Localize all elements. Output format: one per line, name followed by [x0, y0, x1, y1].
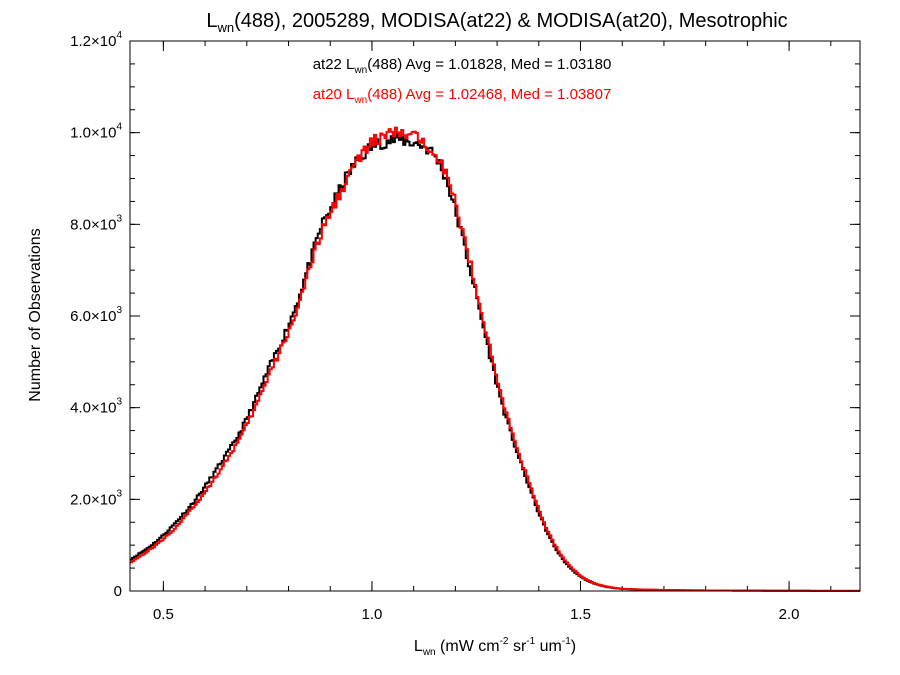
plot-area: 0.5 1.0 1.5 2.002.0×1034.0×1036.0×1038.0×10…	[70, 30, 861, 623]
y-tick-label-exponent: 4	[116, 122, 122, 133]
annotation-at20: at20 Lwn(488) Avg = 1.02468, Med = 1.038…	[313, 86, 612, 106]
annotation-at20-pre: at20 L	[313, 86, 355, 103]
plot-frame-overlay	[129, 40, 861, 592]
y-tick-label: 1.0×104	[70, 122, 122, 142]
y-tick-label-exponent: 3	[116, 488, 122, 499]
y-tick-label-mantissa: 4.0×10	[70, 400, 116, 417]
y-tick-label-exponent: 3	[116, 305, 122, 316]
y-tick-label-mantissa: 1.0×10	[70, 125, 116, 142]
series-line-at20	[130, 126, 860, 592]
x-axis-label: Lwn (mW cm-2 sr-1 um-1)	[414, 636, 576, 658]
y-tick-label-mantissa: 8.0×10	[70, 216, 116, 233]
y-tick-label: 1.2×104	[70, 30, 122, 50]
annotation-at22-pre: at22 L	[313, 56, 355, 73]
x-tick-label: 1.5	[570, 606, 591, 623]
y-tick-label-exponent: 4	[116, 30, 122, 41]
chart-title-main: L	[206, 10, 217, 32]
y-tick-label-mantissa: 2.0×10	[70, 491, 116, 508]
x-axis-label-sup3: -1	[562, 636, 571, 647]
x-axis-label-subscript: wn	[422, 647, 436, 658]
annotation-at22-subscript: wn	[353, 65, 367, 76]
y-tick-label: 2.0×103	[70, 488, 122, 508]
x-tick-label: 2.0	[779, 606, 800, 623]
series-line-at22	[130, 132, 860, 592]
y-tick-label: 6.0×103	[70, 305, 122, 325]
x-axis-label-end: )	[571, 638, 576, 655]
chart-title-subscript: wn	[216, 20, 234, 35]
plot-frame	[129, 40, 861, 592]
x-axis-label-part3: sr	[509, 638, 527, 655]
y-axis-label: Number of Observations	[27, 228, 44, 401]
x-axis-label-sup1: -2	[500, 636, 509, 647]
y-tick-label: 0	[114, 583, 122, 600]
y-tick-label: 8.0×103	[70, 213, 122, 233]
x-axis-label-part4: um	[535, 638, 562, 655]
chart-title-rest: (488), 2005289, MODISA(at22) & MODISA(at…	[234, 10, 788, 32]
annotation-at20-post: (488) Avg = 1.02468, Med = 1.03807	[367, 86, 611, 103]
y-tick-label-exponent: 3	[116, 213, 122, 224]
annotation-at20-subscript: wn	[353, 95, 367, 106]
x-tick-label: 1.0	[362, 606, 383, 623]
y-tick-label-mantissa: 6.0×10	[70, 308, 116, 325]
x-axis-label-sup2: -1	[526, 636, 535, 647]
x-tick-label: 0.5	[153, 606, 174, 623]
annotation-at22-post: (488) Avg = 1.01828, Med = 1.03180	[367, 56, 611, 73]
y-tick-label-exponent: 3	[116, 397, 122, 408]
x-axis-label-main: L	[414, 638, 423, 655]
y-tick-label-mantissa: 0	[114, 583, 122, 600]
y-tick-label: 4.0×103	[70, 397, 122, 417]
x-axis-label-part2: (mW cm	[436, 638, 500, 655]
chart-title: Lwn(488), 2005289, MODISA(at22) & MODISA…	[206, 10, 787, 35]
y-tick-label-mantissa: 1.2×10	[70, 33, 116, 50]
annotation-at22: at22 Lwn(488) Avg = 1.01828, Med = 1.031…	[313, 56, 612, 76]
